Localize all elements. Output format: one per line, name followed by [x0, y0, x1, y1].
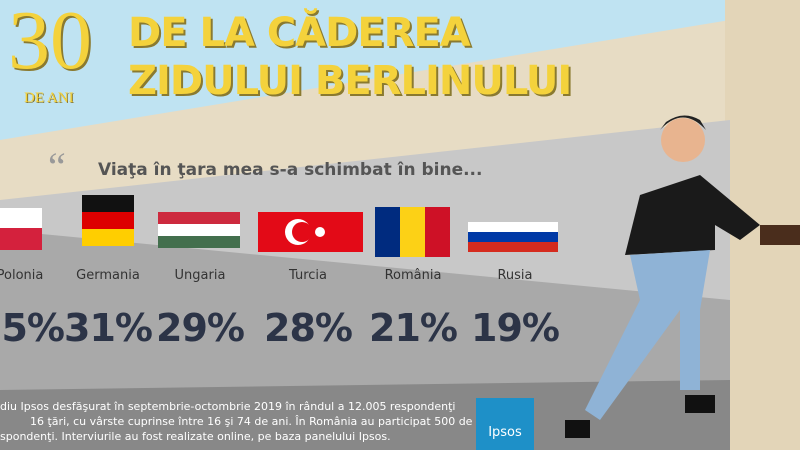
country-value: 29% — [156, 306, 245, 350]
svg-text:“: “ — [48, 144, 66, 189]
anniversary-number: 30 — [8, 0, 92, 87]
country-name: Turcia — [289, 268, 327, 283]
country-value: 28% — [264, 306, 353, 350]
country-name: Polonia — [0, 268, 44, 283]
country-name: Rusia — [497, 268, 533, 283]
title: ZIDULUI BERLINULUI — [128, 58, 572, 104]
country-name: Germania — [76, 268, 140, 283]
flags — [0, 195, 558, 257]
quote: Viaţa în ţara mea s-a schimbat în bine..… — [98, 160, 483, 180]
country-value: 19% — [471, 306, 560, 350]
country-value: 31% — [64, 306, 153, 350]
country-value: 55% — [0, 306, 65, 350]
anniversary-caption: DE ANI — [24, 90, 74, 106]
person — [565, 115, 800, 438]
logo: Ipsos — [476, 398, 534, 450]
country-name: România — [384, 268, 442, 283]
country-value: 21% — [369, 306, 458, 350]
footer-note: 16 ţări, cu vârste cuprinse între 16 şi … — [30, 415, 473, 428]
title: DE LA CĂDEREA — [128, 10, 471, 56]
country-name: Ungaria — [174, 268, 226, 283]
footer-note: diu Ipsos desfăşurat în septembrie-octom… — [0, 400, 456, 413]
footer-note: spondenţi. Interviurile au fost realizat… — [0, 430, 391, 443]
